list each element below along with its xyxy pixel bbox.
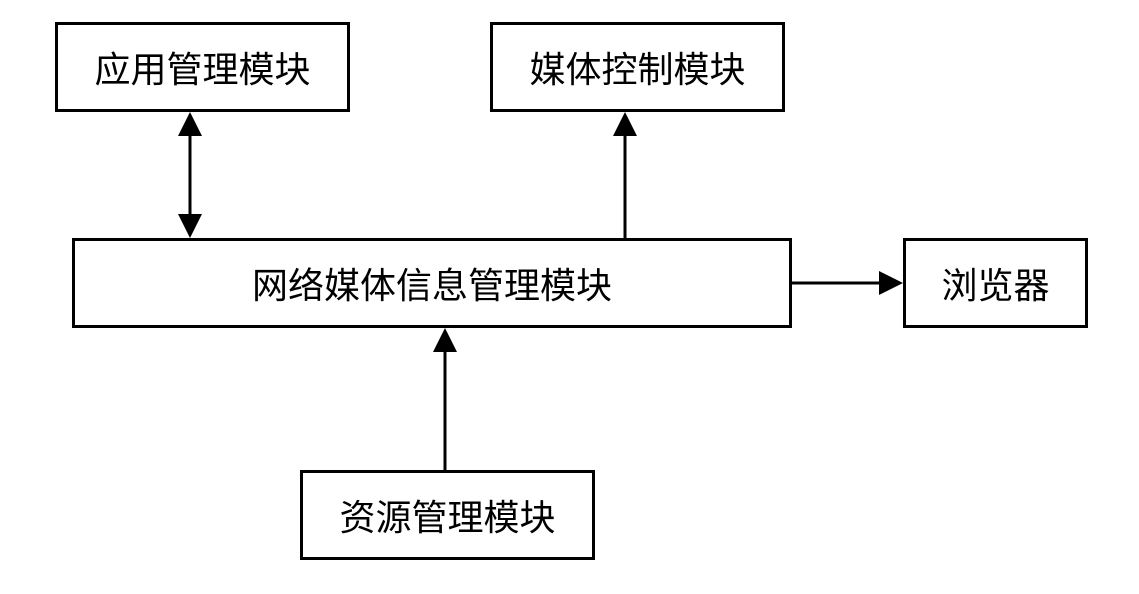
node-net-media: 网络媒体信息管理模块: [72, 238, 792, 328]
node-browser-label: 浏览器: [941, 257, 1049, 309]
node-net-media-label: 网络媒体信息管理模块: [252, 257, 612, 309]
node-resource-mgmt: 资源管理模块: [300, 470, 595, 560]
node-media-ctrl-label: 媒体控制模块: [529, 41, 745, 93]
node-browser: 浏览器: [903, 238, 1088, 328]
node-resource-mgmt-label: 资源管理模块: [339, 489, 555, 541]
node-media-ctrl: 媒体控制模块: [490, 22, 785, 112]
node-app-mgmt: 应用管理模块: [55, 22, 350, 112]
node-app-mgmt-label: 应用管理模块: [94, 41, 310, 93]
